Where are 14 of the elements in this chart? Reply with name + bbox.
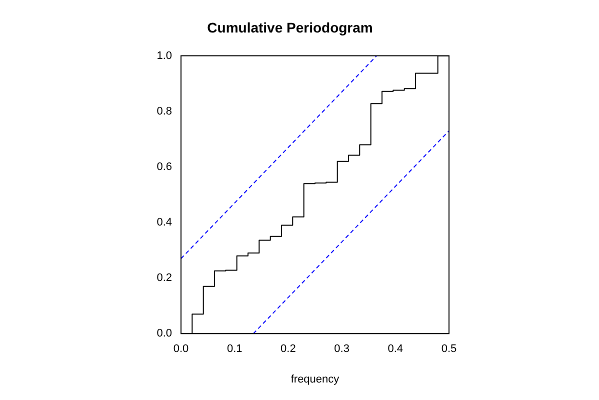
x-tick-label: 0.4	[388, 343, 404, 356]
y-tick-label: 0.6	[156, 160, 172, 173]
x-tick-label: 0.0	[173, 343, 189, 356]
x-tick-label: 0.5	[441, 343, 457, 356]
y-tick-label: 0.8	[156, 105, 172, 118]
x-tick-label: 0.1	[226, 343, 242, 356]
x-axis-title: frequency	[290, 373, 340, 386]
y-tick-label: 0.4	[156, 216, 172, 229]
x-tick-label: 0.2	[280, 343, 296, 356]
y-tick-label: 0.2	[156, 272, 172, 284]
y-tick-label: 1.0	[156, 50, 172, 62]
x-tick-label: 0.3	[334, 343, 350, 356]
chart-title: Cumulative Periodogram	[207, 19, 373, 36]
y-tick-label: 0.0	[156, 328, 172, 340]
